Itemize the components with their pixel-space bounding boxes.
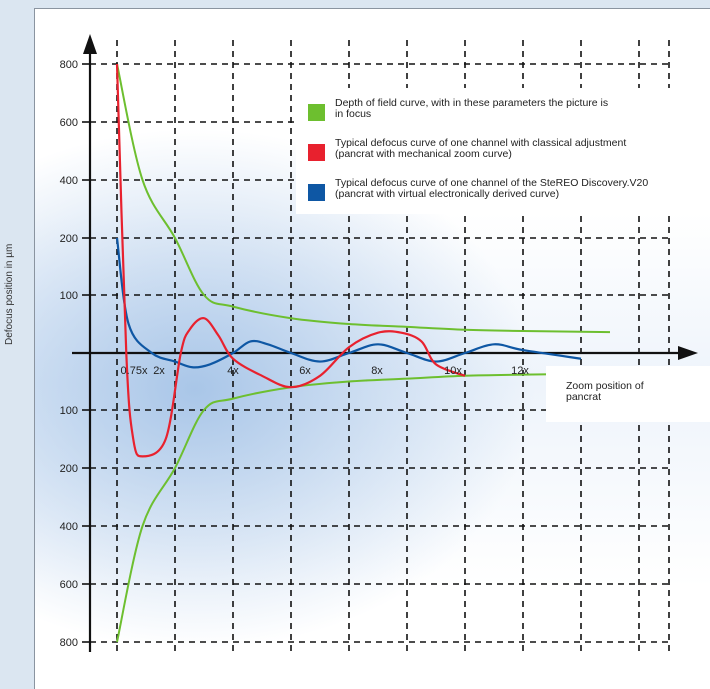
- legend-label: Typical defocus curve of one channel wit…: [335, 137, 626, 160]
- legend-label: Depth of field curve, with in these para…: [335, 97, 608, 120]
- y-tick-label: 600: [60, 579, 78, 591]
- y-tick-label: 200: [60, 463, 78, 475]
- x-tick-label: 8x: [371, 365, 383, 377]
- x-axis-label-bg: [546, 366, 710, 422]
- x-tick-label: 10x: [444, 365, 462, 377]
- series-line-mechanical-curve: [115, 63, 466, 458]
- x-axis-label: Zoom position of pancrat: [566, 380, 644, 403]
- y-tick-label: 200: [60, 233, 78, 245]
- y-tick-label: 800: [60, 637, 78, 649]
- grid: [90, 40, 670, 652]
- x-axis-label-box: Zoom position of pancrat: [546, 366, 710, 422]
- legend-swatch: [308, 144, 325, 161]
- y-tick-label: 400: [60, 521, 78, 533]
- y-tick-label: 100: [60, 405, 78, 417]
- legend-label: Typical defocus curve of one channel of …: [335, 177, 648, 200]
- x-tick-label: 4x: [227, 365, 239, 377]
- x-tick-label: 6x: [299, 365, 311, 377]
- x-tick-label: 2x: [153, 365, 165, 377]
- x-tick-label: 12x: [511, 365, 529, 377]
- series-group: [115, 63, 611, 643]
- legend-swatch: [308, 104, 325, 121]
- x-tick-label: 0.75x: [121, 365, 148, 377]
- series-line-virtual-curve: [115, 237, 582, 369]
- series-line-depth-of-field-upper: [116, 63, 611, 334]
- series-line-depth-of-field-lower: [116, 372, 611, 643]
- x-axis-arrow: [678, 346, 698, 360]
- axes: [72, 34, 698, 652]
- y-tick-label: 100: [60, 290, 78, 302]
- y-tick-label: 800: [60, 59, 78, 71]
- legend-box: [296, 88, 710, 214]
- y-tick-label: 400: [60, 175, 78, 187]
- y-axis-arrow: [83, 34, 97, 54]
- legend: Depth of field curve, with in these para…: [296, 88, 710, 214]
- y-tick-label: 600: [60, 117, 78, 129]
- legend-swatch: [308, 184, 325, 201]
